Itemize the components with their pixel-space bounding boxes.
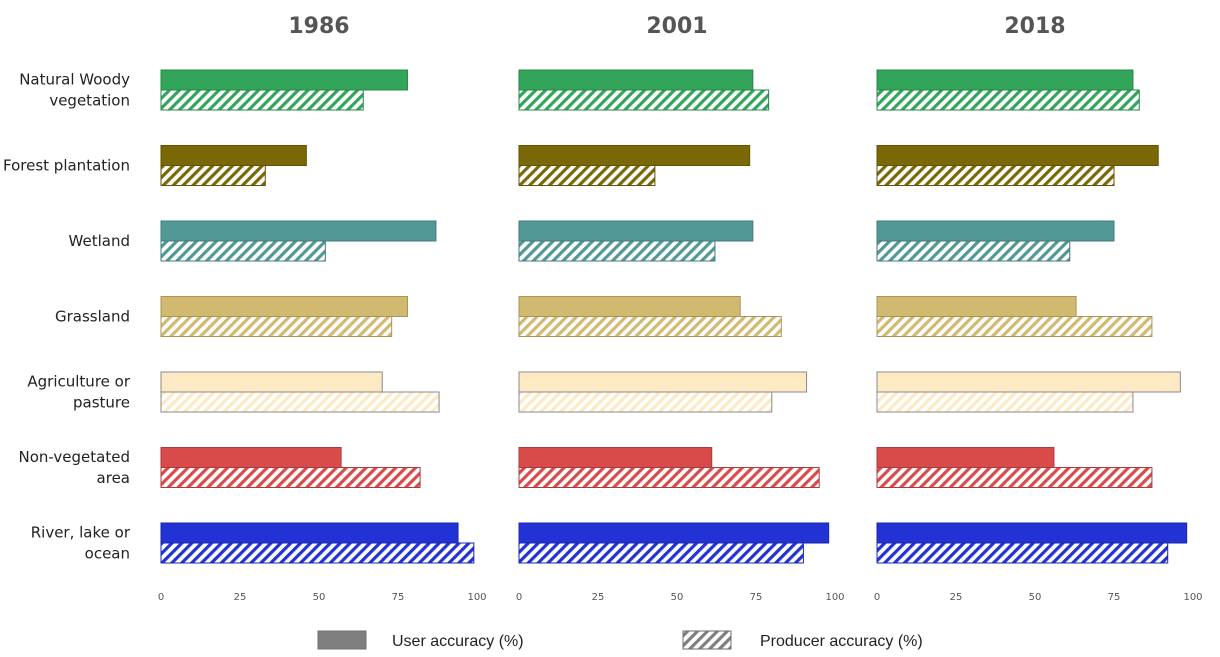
x-tick-label: 25 [950,592,963,603]
bar-producer-accuracy [518,316,782,337]
legend-label: User accuracy (%) [392,633,524,650]
bar-producer-accuracy [876,542,1169,564]
panel-2018: 2018 0 25 50 75 100 [874,14,1203,603]
x-axis-ticks: 0 25 50 75 100 [158,592,487,603]
bar-user-accuracy [518,220,754,242]
legend-swatch-hatched [682,630,732,650]
panel-2001: 2001 0 25 50 75 100 [516,14,845,603]
bar-producer-accuracy [160,467,421,488]
category-label: Grassland [55,308,130,326]
bar-producer-accuracy [160,240,326,262]
x-tick-label: 100 [467,592,486,603]
x-tick-label: 25 [234,592,247,603]
bar-producer-accuracy [160,316,393,337]
bar-producer-accuracy [518,542,804,564]
bar-user-accuracy [876,522,1188,544]
bar-producer-accuracy [876,240,1071,262]
panel-title: 2001 [646,14,707,39]
x-tick-label: 75 [1108,592,1121,603]
x-tick-label: 50 [313,592,326,603]
bar-user-accuracy [876,69,1134,91]
bar-user-accuracy [518,145,751,166]
x-axis-ticks: 0 25 50 75 100 [516,592,845,603]
legend-entry: Producer accuracy (%) [682,630,923,650]
panel-title: 2018 [1004,14,1065,39]
bar-user-accuracy [160,371,383,393]
legend-entry: User accuracy (%) [317,630,524,650]
bar-user-accuracy [518,69,754,91]
bar-user-accuracy [518,447,713,468]
bar-user-accuracy [876,447,1055,468]
category-label: Agriculture or pasture [27,373,130,412]
bar-producer-accuracy [876,467,1153,488]
bar-producer-accuracy [518,391,773,413]
bar-user-accuracy [160,145,307,166]
bar-producer-accuracy [876,89,1140,111]
bar-producer-accuracy [518,165,656,186]
x-tick-label: 50 [1029,592,1042,603]
legend: User accuracy (%) Producer accuracy (%) [317,630,923,650]
x-tick-label: 75 [750,592,763,603]
x-tick-label: 0 [874,592,880,603]
category-label: Non-vegetated area [19,448,130,487]
bar-user-accuracy [160,296,408,317]
panel-1986: 1986 0 25 50 75 100 [158,14,487,603]
legend-swatch-solid [317,630,367,650]
category-label: River, lake or ocean [31,524,131,563]
x-tick-label: 0 [516,592,522,603]
category-label: Wetland [69,232,130,250]
legend-label: Producer accuracy (%) [760,633,923,650]
bar-producer-accuracy [518,467,820,488]
bar-producer-accuracy [876,165,1115,186]
bar-user-accuracy [160,220,437,242]
bar-user-accuracy [876,145,1159,166]
category-label: Forest plantation [3,157,130,175]
bar-user-accuracy [160,69,408,91]
bar-producer-accuracy [160,165,266,186]
x-tick-label: 75 [392,592,405,603]
bar-user-accuracy [876,371,1181,393]
bar-producer-accuracy [160,391,440,413]
bar-user-accuracy [876,296,1077,317]
x-tick-label: 0 [158,592,164,603]
x-tick-label: 50 [671,592,684,603]
bar-user-accuracy [160,447,342,468]
category-labels: Natural Woody vegetation Forest plantation… [3,71,131,563]
bar-producer-accuracy [876,391,1134,413]
bar-producer-accuracy [518,240,716,262]
x-tick-label: 100 [825,592,844,603]
bar-producer-accuracy [518,89,770,111]
bar-user-accuracy [160,522,459,544]
x-tick-label: 100 [1183,592,1202,603]
bar-producer-accuracy [876,316,1153,337]
category-label: Natural Woody vegetation [19,71,130,110]
x-axis-ticks: 0 25 50 75 100 [874,592,1203,603]
bar-producer-accuracy [160,542,475,564]
x-tick-label: 25 [592,592,605,603]
bar-user-accuracy [518,296,741,317]
bar-producer-accuracy [160,89,364,111]
panel-title: 1986 [288,14,349,39]
bar-user-accuracy [518,522,830,544]
bar-user-accuracy [518,371,808,393]
bar-user-accuracy [876,220,1115,242]
